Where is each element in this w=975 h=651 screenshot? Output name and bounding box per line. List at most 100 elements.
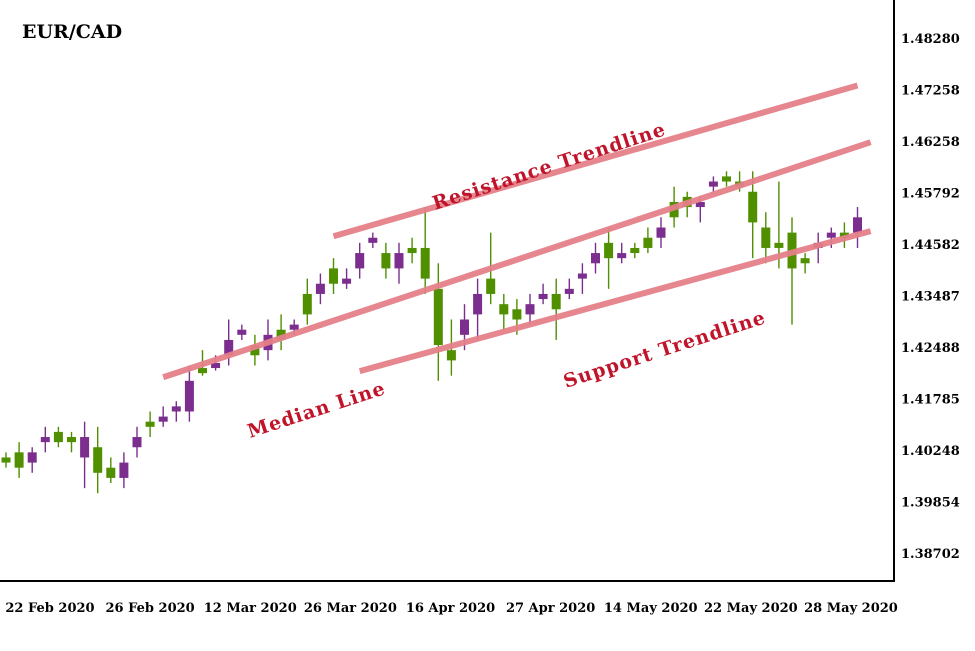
candle-body [14, 452, 24, 468]
candle-body [473, 293, 483, 315]
candle-body [342, 278, 352, 284]
x-tick-label: 26 Feb 2020 [106, 601, 195, 616]
candle [1, 452, 11, 468]
candle-body [67, 437, 76, 443]
candle [80, 421, 90, 489]
candle-body [853, 217, 862, 233]
candle [158, 406, 168, 427]
candle [525, 293, 535, 325]
x-tick-label: 27 Apr 2020 [506, 601, 595, 616]
candle-body [329, 268, 338, 284]
candle-body [564, 288, 574, 294]
y-tick-label: 1.42488 [901, 341, 960, 356]
candle-body [617, 253, 627, 259]
candle-body [643, 237, 653, 248]
trendlines-group [162, 82, 872, 381]
y-tick-label: 1.39854 [901, 496, 960, 511]
candle [40, 426, 50, 453]
candle [171, 401, 181, 422]
support-trendline-label: Support Trendline [561, 306, 769, 392]
candle [329, 258, 338, 294]
y-tick-label: 1.48280 [901, 32, 960, 47]
candle [381, 242, 391, 279]
x-axis-ticks: 22 Feb 2020 26 Feb 2020 12 Mar 2020 26 Mar … [5, 601, 897, 616]
candle-body [145, 421, 155, 427]
candle [132, 426, 142, 458]
candle-body [460, 319, 469, 335]
candle-body [250, 345, 260, 356]
candle-body [591, 253, 600, 264]
y-tick-label: 1.41785 [901, 393, 960, 408]
candle-body [407, 247, 417, 254]
candle [473, 278, 483, 340]
candle-body [420, 247, 430, 279]
candle [302, 278, 312, 325]
candle-body [538, 293, 548, 300]
candle [276, 314, 286, 351]
candle [342, 268, 352, 289]
candle [119, 452, 129, 489]
candle [800, 253, 810, 274]
candle-body [761, 227, 771, 248]
candle-body [577, 273, 587, 279]
y-tick-label: 1.46258 [901, 135, 960, 150]
candle-body [525, 304, 535, 315]
candle [656, 217, 666, 248]
candle [14, 442, 24, 478]
chart-title: EUR/CAD [22, 21, 122, 43]
candle-body [276, 329, 286, 340]
candle-body [800, 258, 810, 264]
candle-body [302, 293, 312, 315]
resistance-trendline [332, 82, 859, 240]
candle-body [748, 191, 758, 223]
candle [250, 334, 260, 366]
candle-body [551, 293, 561, 310]
candle-body [381, 253, 391, 269]
candle-body [512, 309, 522, 320]
candle-body [119, 462, 129, 478]
candle [617, 242, 627, 264]
x-tick-label: 12 Mar 2020 [204, 601, 297, 616]
candle [27, 447, 37, 473]
candle [577, 263, 587, 294]
y-tick-label: 1.40248 [901, 444, 960, 459]
candle [708, 176, 718, 192]
y-tick-label: 1.47258 [901, 84, 960, 99]
candle-body [158, 416, 168, 422]
y-tick-label: 1.44582 [901, 238, 960, 253]
candle-body [211, 362, 221, 369]
candle-body [708, 181, 718, 187]
candle-body [171, 406, 181, 412]
resistance-trendline-label: Resistance Trendline [430, 118, 669, 214]
candle-body [656, 227, 666, 238]
candle [591, 242, 600, 274]
median-line-label: Median Line [245, 377, 389, 442]
candle [407, 237, 417, 264]
candle-body [40, 437, 50, 443]
candle-body [604, 242, 614, 259]
candle [433, 263, 443, 381]
candle [106, 457, 116, 484]
candle [368, 232, 378, 248]
x-tick-label: 28 May 2020 [804, 601, 898, 616]
candle-body [499, 304, 509, 315]
x-tick-label: 26 Mar 2020 [304, 601, 397, 616]
y-tick-label: 1.43487 [901, 290, 960, 305]
candle [315, 273, 325, 305]
candle [499, 293, 509, 330]
candle [355, 242, 365, 279]
candle-body [446, 350, 456, 361]
candle [145, 411, 155, 438]
candle [630, 242, 640, 259]
candle [761, 212, 771, 264]
candle-body [394, 253, 404, 269]
support-trendline [358, 228, 872, 375]
candle-body [315, 283, 325, 294]
candle-body [224, 339, 234, 356]
x-tick-label: 22 May 2020 [704, 601, 798, 616]
candle-body [93, 447, 103, 473]
y-axis-ticks: 1.48280 1.47258 1.46258 1.45792 1.44582 1.434… [901, 32, 960, 562]
candle-body [80, 437, 90, 458]
y-tick-label: 1.45792 [901, 187, 960, 202]
x-tick-label: 14 May 2020 [604, 601, 698, 616]
